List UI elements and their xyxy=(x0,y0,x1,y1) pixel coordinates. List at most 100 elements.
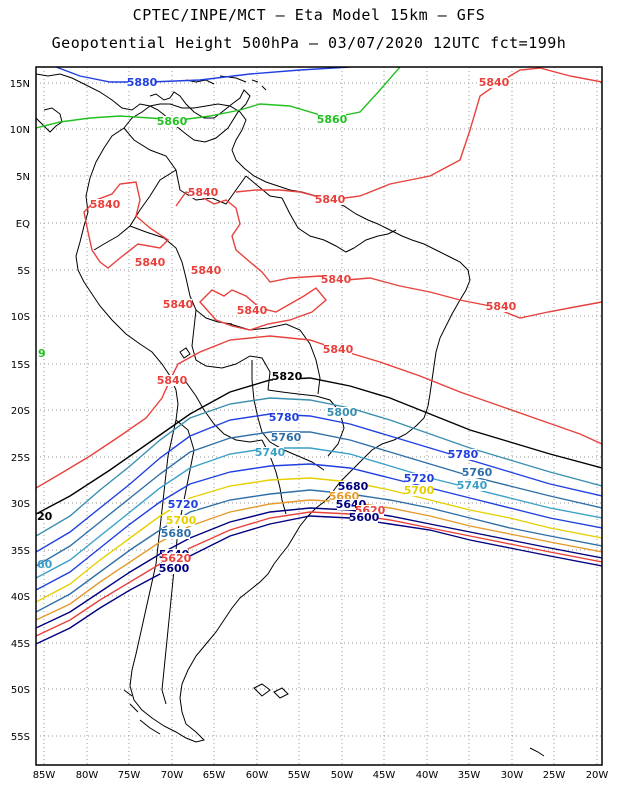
lat-label: 45S xyxy=(11,639,30,650)
contour-5840-south xyxy=(36,335,602,489)
lat-label: 10N xyxy=(10,125,30,136)
contour-label-bg xyxy=(316,194,344,205)
contour-label-bg xyxy=(158,116,186,127)
contour-label-bg xyxy=(480,77,508,88)
contour-label-c5620-a: 5620 xyxy=(161,552,192,565)
contour-label-c5840-b: 5840 xyxy=(188,186,219,199)
contour-label-bg xyxy=(350,512,378,523)
contour-label-bg xyxy=(192,265,220,276)
contour-label-c5840-k: 5840 xyxy=(157,374,188,387)
contour-5840-north xyxy=(235,67,602,201)
lat-label: 40S xyxy=(11,592,30,603)
longitude-labels: 85W 80W 75W 70W 65W 60W 55W 50W 45W 40W 35W 30W 25W 2… xyxy=(33,770,609,781)
lon-label: 80W xyxy=(76,770,99,781)
map-frame xyxy=(35,66,603,766)
contour-label-c5700-b: 5700 xyxy=(404,484,435,497)
contour-label-bg xyxy=(463,467,491,478)
contour-label-bg xyxy=(328,407,356,418)
contour-5620 xyxy=(36,511,602,637)
contour-5820 xyxy=(36,377,602,515)
contour-label-c5820-a: 5820 xyxy=(272,370,303,383)
contour-label-c5600-a: 5600 xyxy=(159,562,190,575)
contour-label-c5740-b: 5740 xyxy=(457,479,488,492)
contour-5740 xyxy=(36,447,602,579)
lon-label: 35W xyxy=(458,770,481,781)
contour-label-bg xyxy=(272,432,300,443)
contour-label-c5720-b: 5720 xyxy=(404,472,435,485)
lon-label: 30W xyxy=(501,770,524,781)
contour-label-c5860-b: 5860 xyxy=(317,113,348,126)
contour-label-c5840-i: 5840 xyxy=(237,304,268,317)
contour-label-c5840-g: 5840 xyxy=(321,273,352,286)
contour-label-c5840-h: 5840 xyxy=(486,300,517,313)
contour-5640 xyxy=(36,507,602,629)
yucatan-coast xyxy=(36,107,63,133)
contour-label-bg xyxy=(337,499,365,510)
lon-label: 85W xyxy=(33,770,56,781)
lat-label: 50S xyxy=(11,685,30,696)
map-title-line1: CPTEC/INPE/MCT – Eta Model 15km – GFS xyxy=(132,6,486,24)
edge-fragment-20: 20 xyxy=(37,510,53,523)
contour-label-bg xyxy=(356,505,384,516)
contour-label-bg xyxy=(322,274,350,285)
central-america-coast xyxy=(36,73,251,143)
contour-label-bg xyxy=(91,199,119,210)
lon-label: 55W xyxy=(288,770,311,781)
contour-label-bg xyxy=(330,491,358,502)
contour-label-c5880-a: 5880 xyxy=(127,76,158,89)
lon-label: 75W xyxy=(118,770,141,781)
contour-label-bg xyxy=(136,257,164,268)
contour-label-bg xyxy=(189,187,217,198)
contour-label-c5780-b: 5780 xyxy=(448,448,479,461)
contour-label-bg xyxy=(158,375,186,386)
lon-label: 40W xyxy=(416,770,439,781)
lon-label: 20W xyxy=(586,770,609,781)
contour-label-bg xyxy=(128,77,156,88)
contour-label-c5840-f: 5840 xyxy=(191,264,222,277)
contour-label-c5840-d: 5840 xyxy=(90,198,121,211)
contour-label-c5760-b: 5760 xyxy=(462,466,493,479)
contour-label-bg xyxy=(458,480,486,491)
lat-label: 30S xyxy=(11,499,30,510)
contour-label-c5680-b: 5680 xyxy=(338,480,369,493)
lat-lon-grid xyxy=(36,67,602,765)
lat-label: 55S xyxy=(11,732,30,743)
lat-label: 15S xyxy=(11,360,30,371)
contour-label-bg xyxy=(270,412,298,423)
contour-label-bg xyxy=(487,301,515,312)
contour-label-c5680-a: 5680 xyxy=(161,527,192,540)
contour-label-bg xyxy=(339,481,367,492)
map-title-line2: Geopotential Height 500hPa – 03/07/2020 … xyxy=(51,34,567,52)
lat-label: 20S xyxy=(11,406,30,417)
contour-label-bg xyxy=(160,563,188,574)
contour-label-c5840-e: 5840 xyxy=(135,256,166,269)
lake-titicaca xyxy=(179,347,191,359)
contour-label-bg xyxy=(318,114,346,125)
contour-label-c5860-a: 5860 xyxy=(157,115,188,128)
caribbean-islands xyxy=(185,75,267,91)
contour-label-bg xyxy=(169,499,197,510)
contour-label-c5800-a: 5800 xyxy=(327,406,358,419)
contour-label-bg xyxy=(162,553,190,564)
south-georgia xyxy=(529,747,545,757)
contour-label-bg xyxy=(273,371,301,382)
contour-label-c5760-a: 5760 xyxy=(271,431,302,444)
edge-fragment-9: 9 xyxy=(38,347,46,360)
lat-label: 10S xyxy=(11,312,30,323)
lat-label: 5S xyxy=(17,266,30,277)
contour-label-c5840-c: 5840 xyxy=(315,193,346,206)
contour-label-bg xyxy=(162,528,190,539)
latitude-labels: 15N 10N 5N EQ 5S 10S 15S 20S 25S 30S 35S 40S 45S 50S 5… xyxy=(10,79,30,743)
contour-label-bg xyxy=(167,515,195,526)
contour-label-bg xyxy=(256,447,284,458)
contour-label-c5780-a: 5780 xyxy=(269,411,300,424)
contour-label-bg xyxy=(449,449,477,460)
lat-label: EQ xyxy=(16,219,30,230)
contour-5600 xyxy=(36,515,602,645)
edge-fragment-60: 60 xyxy=(37,558,53,571)
contour-5880 xyxy=(55,67,351,83)
contour-5840-inner xyxy=(199,287,327,331)
contour-5660 xyxy=(36,499,602,621)
lon-label: 45W xyxy=(373,770,396,781)
